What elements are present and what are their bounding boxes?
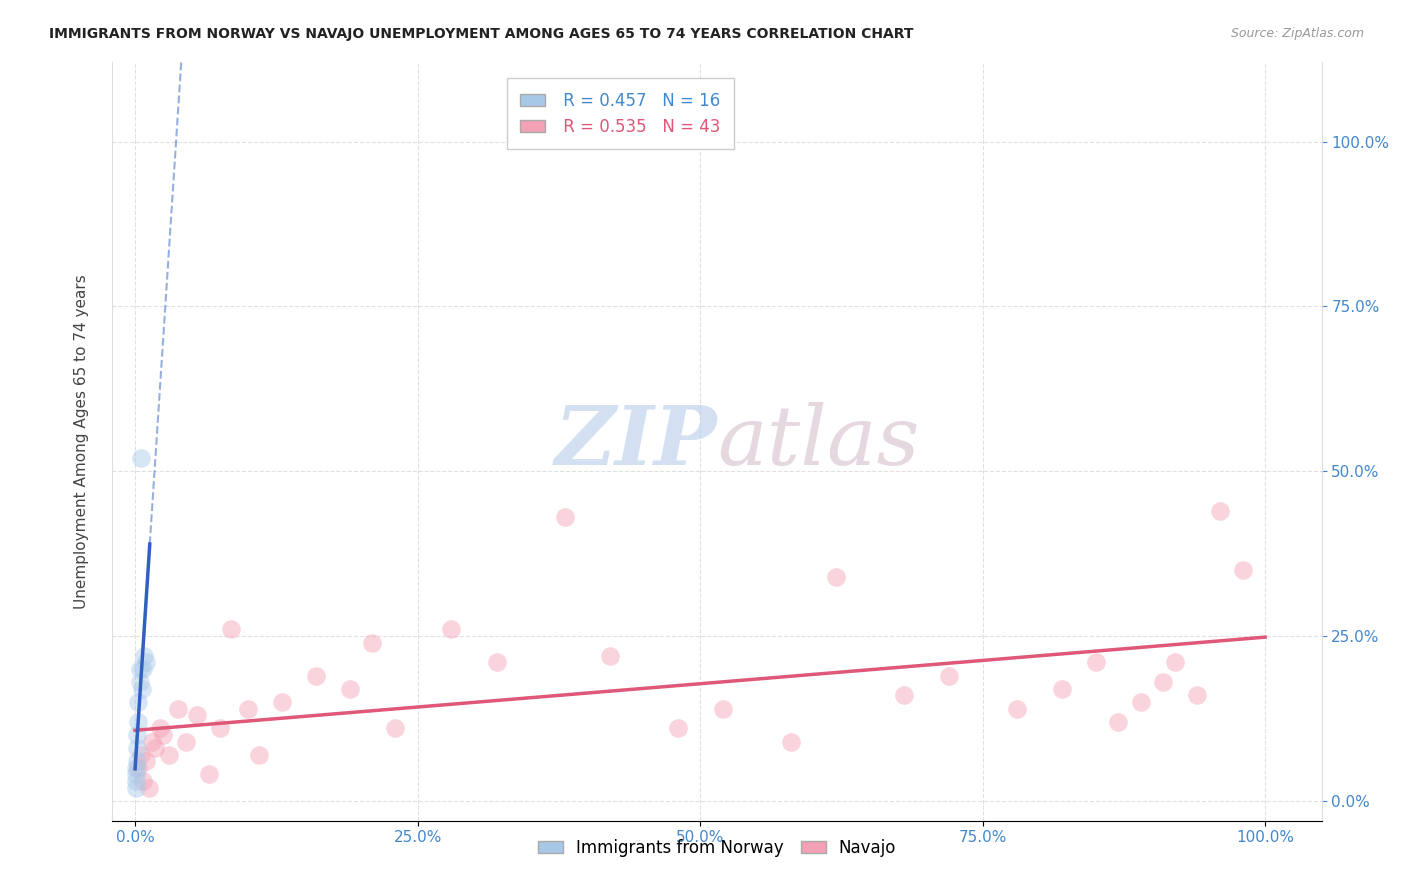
Text: atlas: atlas — [717, 401, 920, 482]
Point — [271, 695, 294, 709]
Point — [129, 450, 152, 465]
Point — [361, 635, 384, 649]
Point — [1232, 563, 1254, 577]
Point — [138, 780, 160, 795]
Point — [305, 668, 328, 682]
Point — [167, 701, 190, 715]
Point — [157, 747, 180, 762]
Point — [893, 689, 915, 703]
Text: Source: ZipAtlas.com: Source: ZipAtlas.com — [1230, 27, 1364, 40]
Point — [247, 747, 270, 762]
Point — [208, 722, 231, 736]
Y-axis label: Unemployment Among Ages 65 to 74 years: Unemployment Among Ages 65 to 74 years — [75, 274, 89, 609]
Text: IMMIGRANTS FROM NORWAY VS NAVAJO UNEMPLOYMENT AMONG AGES 65 TO 74 YEARS CORRELAT: IMMIGRANTS FROM NORWAY VS NAVAJO UNEMPLO… — [49, 27, 914, 41]
Point — [197, 767, 219, 781]
Text: ZIP: ZIP — [554, 401, 717, 482]
Point — [666, 722, 689, 736]
Point — [1209, 504, 1232, 518]
Point — [1187, 689, 1209, 703]
Point — [779, 734, 801, 748]
Point — [125, 767, 148, 781]
Point — [219, 623, 242, 637]
Point — [339, 681, 361, 696]
Point — [711, 701, 734, 715]
Point — [125, 780, 148, 795]
Point — [1005, 701, 1028, 715]
Point — [938, 668, 960, 682]
Point — [1164, 656, 1187, 670]
Point — [174, 734, 197, 748]
Point — [125, 774, 148, 789]
Point — [132, 662, 155, 676]
Point — [127, 695, 149, 709]
Point — [125, 761, 148, 775]
Point — [131, 681, 153, 696]
Point — [132, 774, 155, 789]
Point — [236, 701, 259, 715]
Point — [127, 761, 149, 775]
Point — [128, 675, 150, 690]
Point — [553, 510, 575, 524]
Point — [485, 656, 508, 670]
Point — [134, 648, 156, 663]
Point — [128, 662, 150, 676]
Point — [599, 648, 621, 663]
Point — [440, 623, 463, 637]
Point — [129, 747, 152, 762]
Point — [1129, 695, 1152, 709]
Point — [127, 741, 149, 756]
Point — [1050, 681, 1073, 696]
Point — [384, 722, 406, 736]
Point — [127, 728, 149, 742]
Point — [149, 722, 172, 736]
Point — [135, 754, 157, 768]
Point — [127, 754, 149, 768]
Point — [186, 708, 208, 723]
Point — [824, 570, 846, 584]
Point — [152, 728, 174, 742]
Point — [1107, 714, 1129, 729]
Point — [135, 656, 157, 670]
Point — [127, 714, 149, 729]
Point — [145, 741, 167, 756]
Legend: Immigrants from Norway, Navajo: Immigrants from Norway, Navajo — [530, 830, 904, 865]
Point — [1152, 675, 1174, 690]
Point — [141, 734, 163, 748]
Point — [1084, 656, 1107, 670]
